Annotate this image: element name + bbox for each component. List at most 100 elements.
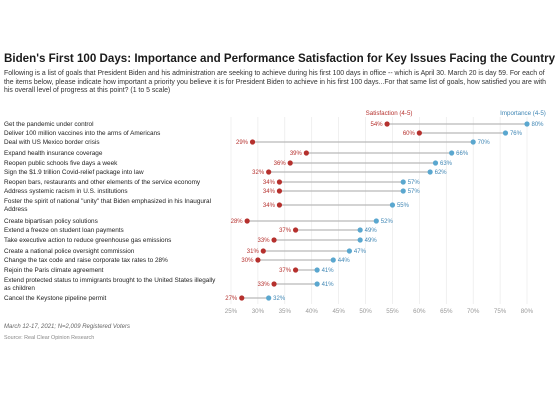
category-label: Address systemic racism in U.S. institut…	[4, 188, 128, 195]
satisfaction-dot	[287, 160, 293, 166]
importance-dot	[400, 188, 406, 194]
satisfaction-dot	[416, 130, 422, 136]
chart-source: Source: Real Clear Opinion Research	[4, 335, 95, 341]
x-tick-label: 55%	[386, 308, 399, 315]
importance-value-label: 55%	[397, 203, 410, 209]
importance-value-label: 41%	[322, 268, 335, 274]
importance-value-label: 41%	[322, 282, 335, 288]
satisfaction-value-label: 31%	[247, 249, 260, 255]
importance-value-label: 44%	[338, 258, 351, 264]
x-tick-label: 40%	[306, 308, 319, 315]
satisfaction-dot	[276, 188, 283, 194]
importance-dot	[330, 257, 336, 263]
satisfaction-value-label: 34%	[263, 180, 276, 186]
category-label: Deliver 100 million vaccines into the ar…	[4, 130, 160, 137]
category-label: Get the pandemic under control	[4, 121, 94, 128]
importance-dot	[357, 237, 363, 243]
satisfaction-dot	[303, 150, 309, 156]
satisfaction-value-label: 32%	[252, 170, 265, 176]
satisfaction-value-label: 33%	[258, 238, 271, 244]
satisfaction-value-label: 28%	[231, 219, 244, 225]
satisfaction-dot	[292, 227, 299, 233]
importance-dot	[432, 160, 439, 166]
category-label: Reopen bars, restaurants and other eleme…	[4, 179, 201, 186]
importance-value-label: 62%	[435, 170, 448, 176]
chart-subtitle: Following is a list of goals that Presid…	[4, 70, 546, 95]
satisfaction-dot	[244, 218, 250, 224]
importance-value-label: 66%	[456, 151, 469, 157]
satisfaction-dot	[255, 257, 261, 263]
importance-value-label: 76%	[510, 131, 523, 137]
satisfaction-value-label: 37%	[279, 268, 292, 274]
importance-value-label: 49%	[365, 228, 378, 234]
satisfaction-value-label: 27%	[225, 296, 238, 302]
category-label: Rejoin the Paris climate agreement	[4, 267, 104, 274]
satisfaction-dot	[384, 121, 390, 127]
category-label: Reopen public schools five days a week	[4, 160, 118, 167]
importance-dot	[357, 227, 363, 233]
category-label: Deal with US Mexico border crisis	[4, 139, 100, 146]
importance-dot	[470, 139, 476, 145]
importance-dot	[373, 218, 379, 224]
importance-value-label: 32%	[273, 296, 286, 302]
chart-title: Biden's First 100 Days: Importance and P…	[4, 52, 556, 65]
importance-dot	[449, 150, 455, 156]
satisfaction-dot	[249, 139, 256, 145]
satisfaction-value-label: 30%	[241, 258, 254, 264]
satisfaction-value-label: 34%	[263, 203, 276, 209]
satisfaction-value-label: 34%	[263, 189, 276, 195]
satisfaction-dot	[276, 179, 283, 185]
satisfaction-dot	[239, 295, 245, 301]
importance-dot	[524, 121, 530, 127]
importance-value-label: 57%	[408, 180, 421, 186]
x-tick-label: 35%	[279, 308, 292, 315]
x-tick-label: 65%	[440, 308, 453, 315]
satisfaction-value-label: 39%	[290, 151, 303, 157]
satisfaction-dot	[266, 169, 272, 175]
importance-value-label: 63%	[440, 161, 453, 167]
legend-importance: Importance (4-5)	[500, 110, 546, 117]
x-tick-label: 80%	[521, 308, 534, 315]
satisfaction-dot	[271, 281, 277, 287]
importance-value-label: 49%	[365, 238, 378, 244]
category-label: Take executive action to reduce greenhou…	[4, 237, 171, 244]
importance-dot	[389, 202, 396, 208]
category-label: Extend a freeze on student loan payments	[4, 227, 124, 234]
satisfaction-dot	[292, 267, 299, 273]
x-tick-label: 60%	[413, 308, 426, 315]
importance-value-label: 52%	[381, 219, 394, 225]
category-label: Sign the $1.9 trillion Covid-relief pack…	[4, 169, 144, 176]
satisfaction-dot	[276, 202, 283, 208]
category-label: Create a national police oversight commi…	[4, 248, 135, 255]
satisfaction-value-label: 29%	[236, 140, 249, 146]
x-tick-label: 50%	[359, 308, 372, 315]
importance-dot	[400, 179, 406, 185]
satisfaction-value-label: 37%	[279, 228, 292, 234]
importance-value-label: 47%	[354, 249, 367, 255]
importance-dot	[346, 248, 352, 254]
category-label: Foster the spirit of national "unity" th…	[4, 198, 211, 213]
satisfaction-value-label: 54%	[371, 122, 384, 128]
satisfaction-dot	[260, 248, 266, 254]
satisfaction-dot	[271, 237, 277, 243]
category-label: Extend protected status to immigrants br…	[4, 277, 216, 292]
x-tick-label: 45%	[332, 308, 345, 315]
x-tick-label: 25%	[225, 308, 238, 315]
chart-footnote: March 12-17, 2021; N=2,009 Registered Vo…	[4, 324, 131, 330]
importance-dot	[314, 281, 320, 287]
legend-satisfaction: Satisfaction (4-5)	[366, 110, 413, 117]
category-label: Change the tax code and raise corporate …	[4, 257, 168, 264]
importance-dot	[502, 130, 509, 136]
category-label: Create bipartisan policy solutions	[4, 218, 98, 225]
satisfaction-value-label: 36%	[274, 161, 287, 167]
importance-value-label: 57%	[408, 189, 421, 195]
x-tick-label: 70%	[467, 308, 480, 315]
x-tick-label: 30%	[252, 308, 265, 315]
x-tick-label: 75%	[494, 308, 507, 315]
importance-dot	[314, 267, 320, 273]
importance-dot	[266, 295, 272, 301]
category-label: Expand health insurance coverage	[4, 150, 103, 157]
satisfaction-value-label: 33%	[258, 282, 271, 288]
